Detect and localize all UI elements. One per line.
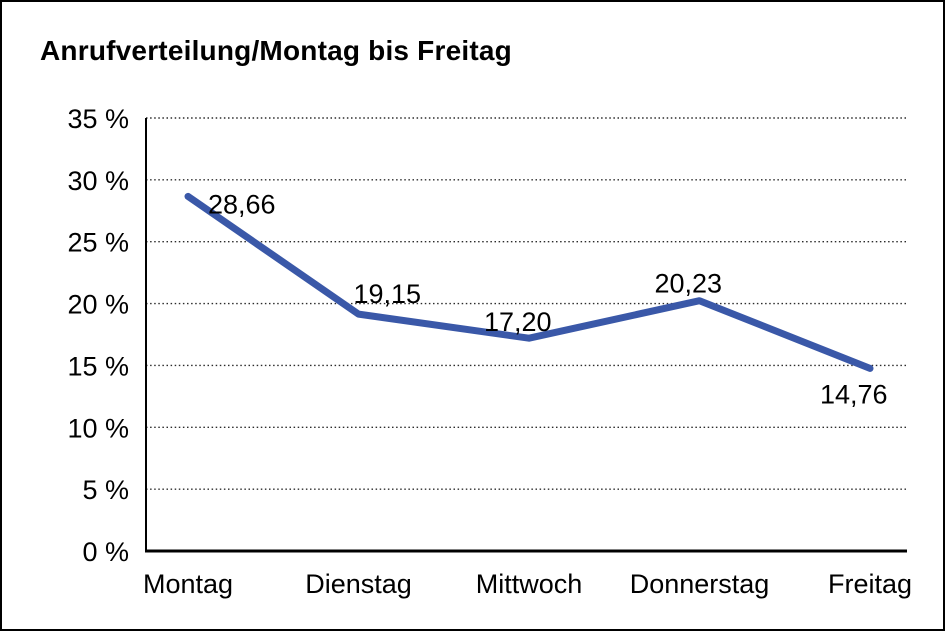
y-axis-tick-label: 5 % (82, 475, 129, 505)
data-point-label: 14,76 (820, 379, 888, 409)
x-axis-category-label: Mittwoch (476, 569, 583, 599)
y-axis-tick-label: 30 % (67, 166, 129, 196)
data-point-label: 17,20 (484, 307, 552, 337)
data-point-label: 19,15 (354, 279, 422, 309)
x-axis-category-label: Donnerstag (630, 569, 770, 599)
series-line (184, 192, 874, 372)
y-axis-tick-label: 25 % (67, 228, 129, 258)
y-axis-tick-label: 0 % (82, 537, 129, 567)
chart-title: Anrufverteilung/Montag bis Freitag (40, 35, 512, 66)
x-axis-category-label: Dienstag (305, 569, 412, 599)
y-axis-tick-label: 20 % (67, 290, 129, 320)
data-point-label: 20,23 (655, 269, 723, 299)
y-axis-tick-label: 35 % (67, 104, 129, 134)
y-axis-tick-label: 15 % (67, 351, 129, 381)
x-axis-category-label: Freitag (828, 569, 912, 599)
data-point-label: 28,66 (208, 189, 276, 219)
x-axis-category-label: Montag (143, 569, 233, 599)
y-axis-tick-label: 10 % (67, 413, 129, 443)
